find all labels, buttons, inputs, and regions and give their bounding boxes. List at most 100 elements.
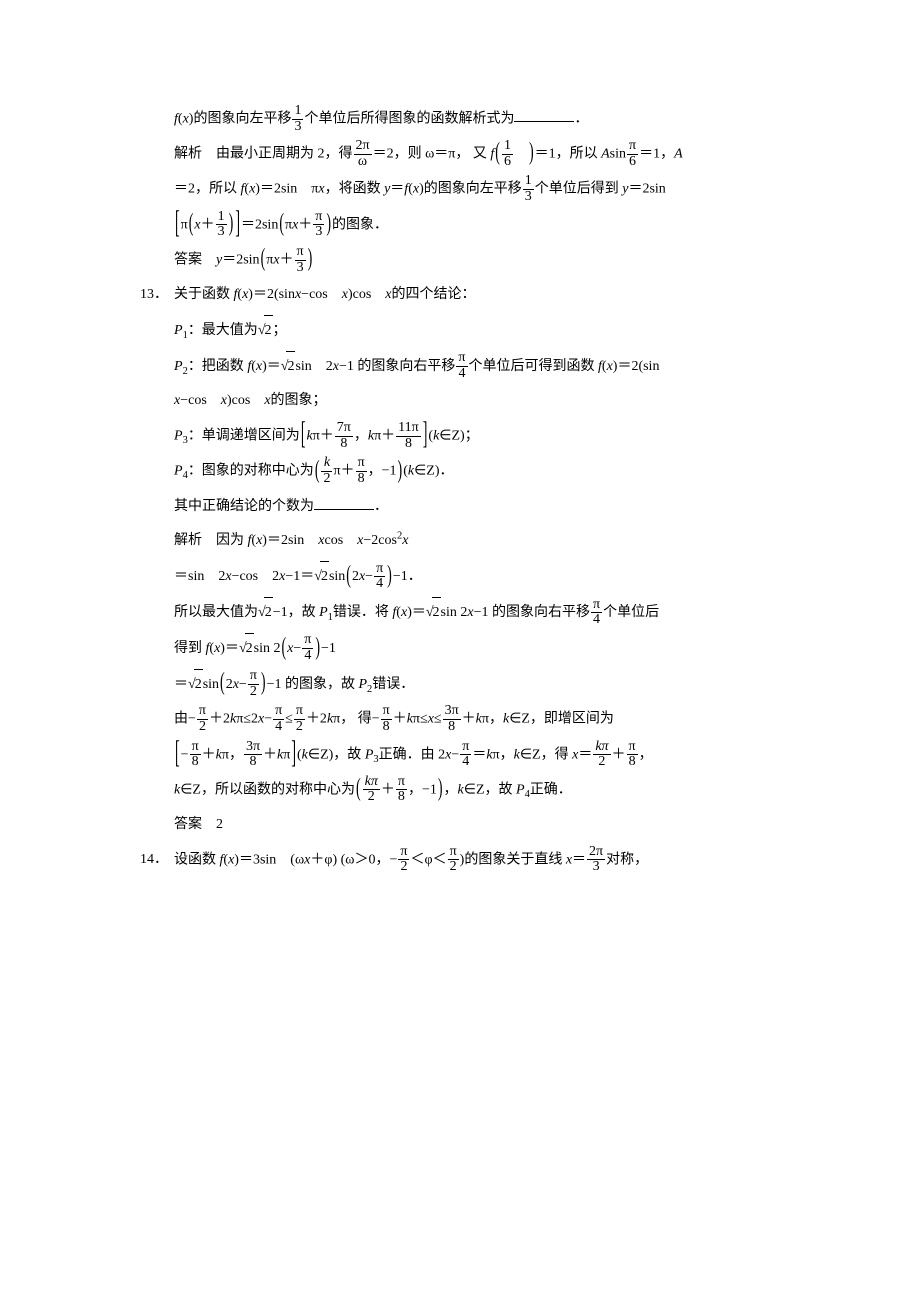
sqrt2: 2 <box>258 315 273 347</box>
den: 3 <box>523 189 534 205</box>
text: ∈Z，得 <box>520 747 572 762</box>
den: 4 <box>456 366 467 382</box>
text: ＋ <box>612 747 626 762</box>
text: ， <box>444 782 458 797</box>
lparen-big: ( <box>356 777 361 802</box>
plus: ＋ <box>298 217 312 232</box>
text: ＋ <box>462 712 476 727</box>
q14-stem: 14．设函数 f(x)＝3sin (ωx＋φ) (ω＞0，−π2＜φ＜π2)的图… <box>140 845 800 876</box>
frac-pi-8: π8 <box>627 740 638 770</box>
text: ＝2，则 ω＝π， 又 <box>373 147 491 162</box>
text: 个单位后所得图象的函数解析式为 <box>304 111 514 126</box>
num: π <box>190 740 201 755</box>
text: ＋φ) (ω＞0，− <box>310 852 397 867</box>
den: 4 <box>460 754 471 770</box>
num: 1 <box>523 174 534 189</box>
minus: − <box>239 677 247 692</box>
plus: ＋ <box>280 252 294 267</box>
q13-answer: 答案 2 <box>140 810 800 841</box>
den: 2 <box>448 859 459 875</box>
den: 8 <box>381 719 392 735</box>
den: 8 <box>443 719 461 735</box>
fn-f: f <box>490 147 494 162</box>
den: 8 <box>627 754 638 770</box>
text: ∈Z，所以函数的对称中心为 <box>180 782 355 797</box>
text: π＋ <box>374 429 395 444</box>
text: 其中正确结论的个数为 <box>174 499 314 514</box>
text: ＝ <box>174 677 188 692</box>
text: ＋ <box>393 712 407 727</box>
text: ＋ <box>263 747 277 762</box>
num: π <box>448 845 459 860</box>
den: 3 <box>295 260 306 276</box>
sin: sin <box>610 147 626 162</box>
num: 1 <box>216 210 227 225</box>
text: −cos 2 <box>232 569 280 584</box>
rbracket-big: ] <box>235 209 240 241</box>
frac-pi-8: π8 <box>396 775 407 805</box>
frac-2pi-w: 2πω <box>354 139 372 169</box>
text: ＝ <box>578 747 592 762</box>
rparen-big: ) <box>308 247 313 272</box>
text: −cos <box>180 393 221 408</box>
period: ． <box>574 111 588 126</box>
text: ＝ <box>572 852 586 867</box>
num: π <box>197 704 208 719</box>
text: π， <box>482 712 503 727</box>
var-P: P <box>319 605 328 620</box>
q12-cont-line1: f(x)的图象向左平移13个单位后所得图象的函数解析式为． <box>140 104 800 135</box>
rparen-big: ) <box>261 672 266 697</box>
text: −cos <box>301 287 342 302</box>
var-P: P <box>174 464 183 479</box>
frac-pi-2: π2 <box>197 704 208 734</box>
radicand: 2 <box>286 351 295 383</box>
text: ∈Z，故 <box>464 782 516 797</box>
frac-pi-6: π6 <box>627 139 638 169</box>
text: ，−1 <box>408 782 437 797</box>
text: π， 得− <box>333 712 379 727</box>
frac-1-3: 13 <box>292 104 303 134</box>
q14-number: 14． <box>140 845 174 876</box>
den: 2 <box>197 719 208 735</box>
text: −1＝ <box>285 569 314 584</box>
num: π <box>381 704 392 719</box>
den: 8 <box>244 754 262 770</box>
num: π <box>248 669 259 684</box>
q12-answer: 答案 y＝2sin(πx＋π3) <box>140 245 800 276</box>
den: 2 <box>398 859 409 875</box>
text: π， <box>222 747 243 762</box>
text: −1 的图象向右平移 <box>474 605 590 620</box>
num: k <box>321 456 332 471</box>
den: 6 <box>627 154 638 170</box>
frac-pi-4: π4 <box>374 562 385 592</box>
q13-p4: P4：图象的对称中心为(k2π＋π8，−1)(k∈Z)． <box>140 456 800 487</box>
den: 4 <box>591 612 602 628</box>
text: ：最大值为 <box>188 323 258 338</box>
var-P: P <box>174 359 183 374</box>
num: π <box>627 139 638 154</box>
text: π＋ <box>333 464 354 479</box>
rbracket-big: ] <box>291 739 296 771</box>
num: kπ <box>593 740 610 755</box>
rparen-big: ) <box>229 212 234 237</box>
radicand: 2 <box>432 597 441 629</box>
text: 关于函数 <box>174 287 234 302</box>
num2: 2 <box>352 569 359 584</box>
text: 错误． <box>372 677 414 692</box>
lparen-big: ( <box>281 636 286 661</box>
text: ＝1，所以 <box>535 147 602 162</box>
frac-3pi-8: 3π8 <box>443 704 461 734</box>
den: 4 <box>374 576 385 592</box>
q13-stem: 13．关于函数 f(x)＝2(sinx−cos x)cos x的四个结论： <box>140 280 800 311</box>
frac-pi-8: π8 <box>356 456 367 486</box>
text: π＋ <box>313 429 334 444</box>
lparen-big: ( <box>189 212 194 237</box>
num: 1 <box>292 104 303 119</box>
text: )＝2sin <box>262 533 318 548</box>
frac-pi-3: π3 <box>313 210 324 240</box>
num: 2π <box>587 845 605 860</box>
frac-pi-3: π3 <box>295 245 306 275</box>
text: ＋ <box>381 782 395 797</box>
radicand: 2 <box>194 669 203 701</box>
text: π <box>283 747 290 762</box>
